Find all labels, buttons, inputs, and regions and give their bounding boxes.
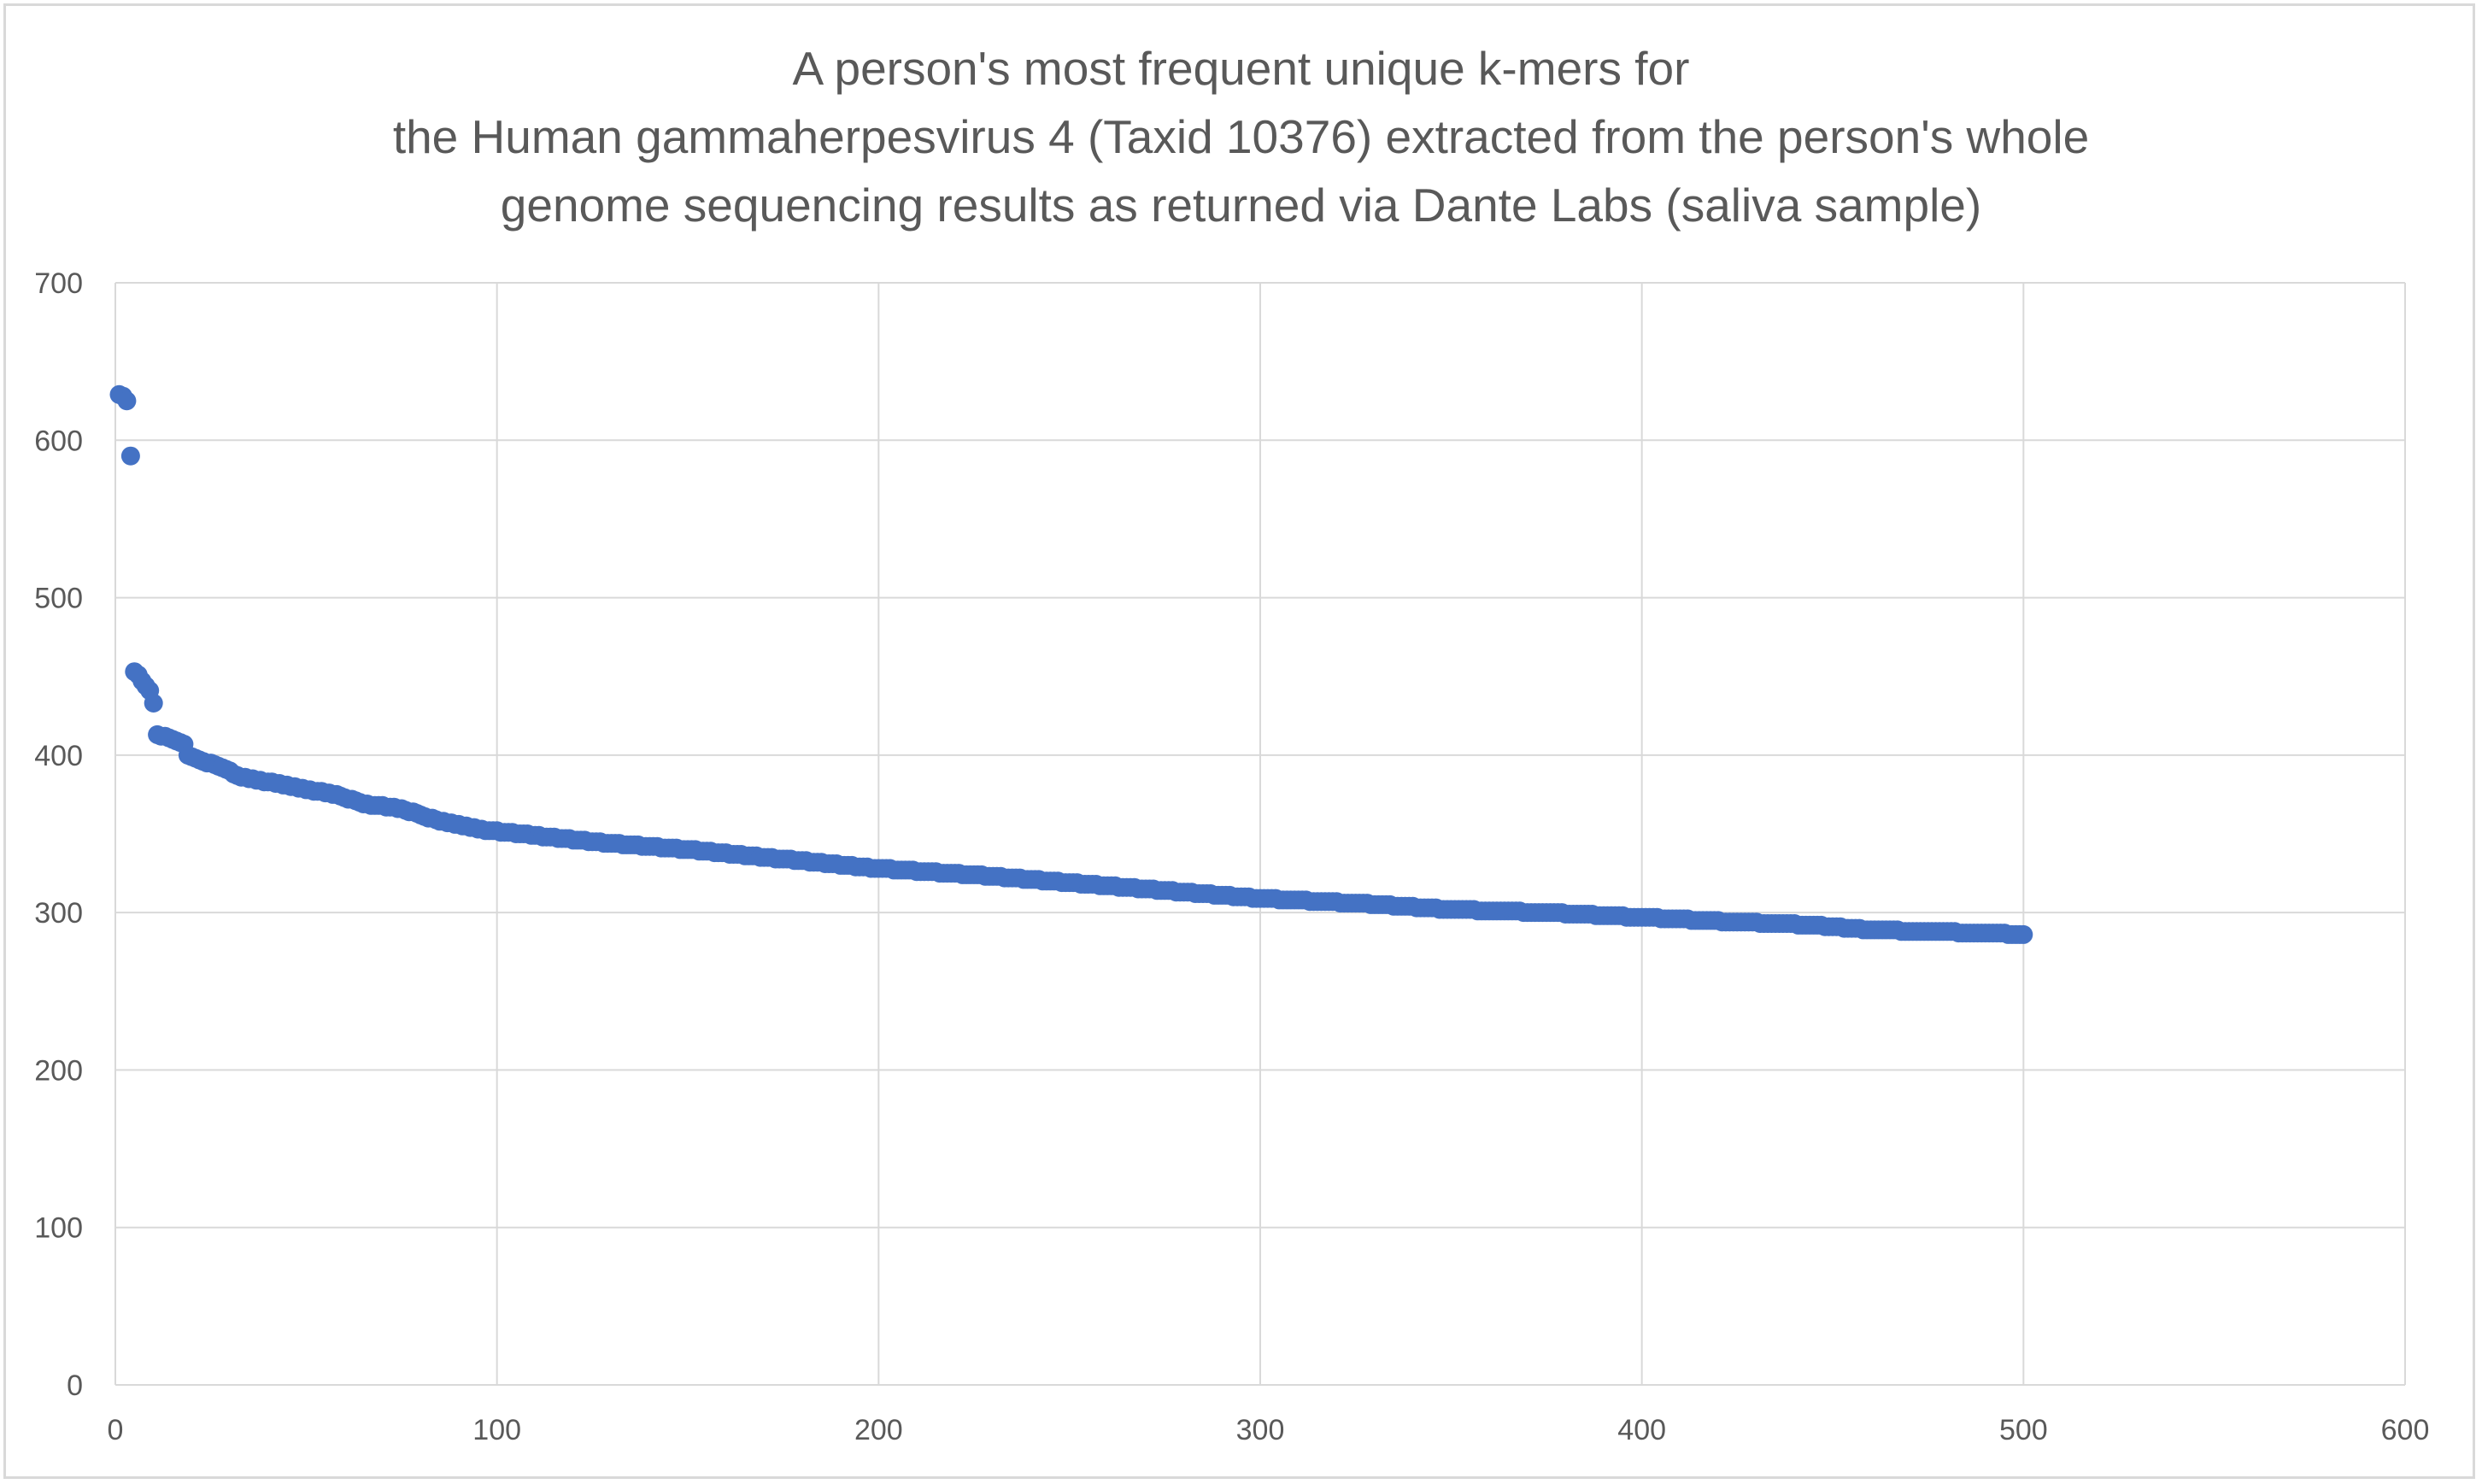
y-tick-label: 700: [34, 267, 83, 300]
y-tick-label: 200: [34, 1054, 83, 1087]
x-tick-label: 200: [854, 1414, 903, 1446]
y-tick-label: 500: [34, 583, 83, 615]
data-points: [109, 384, 2033, 944]
chart-title-line-2: the Human gammaherpesvirus 4 (Taxid 1037…: [392, 110, 2090, 163]
data-point: [120, 446, 140, 466]
x-tick-label: 600: [2381, 1414, 2430, 1446]
data-point: [117, 391, 137, 411]
x-tick-label: 400: [1617, 1414, 1666, 1446]
chart-title: A person's most frequent unique k-mers f…: [0, 34, 2482, 239]
x-tick-label: 100: [472, 1414, 521, 1446]
x-tick-label: 0: [108, 1414, 124, 1446]
y-tick-label: 0: [67, 1370, 83, 1402]
axes: [114, 283, 2405, 1386]
x-tick-label: 300: [1236, 1414, 1285, 1446]
chart-frame: [3, 3, 2475, 1479]
chart-title-line-3: genome sequencing results as returned vi…: [500, 179, 1982, 232]
y-tick-label: 100: [34, 1212, 83, 1245]
chart-title-line-1: A person's most frequent unique k-mers f…: [792, 42, 1690, 95]
x-tick-label: 500: [1999, 1414, 2048, 1446]
gridlines: [115, 282, 2406, 1385]
data-point: [2014, 924, 2033, 944]
y-tick-label: 300: [34, 897, 83, 930]
y-tick-label: 400: [34, 740, 83, 772]
y-tick-label: 600: [34, 425, 83, 457]
data-point: [144, 694, 163, 713]
tick-labels: 0 100 200 300 400 500 600 700 0 100 200 300 400 500 60…: [34, 267, 2429, 1446]
